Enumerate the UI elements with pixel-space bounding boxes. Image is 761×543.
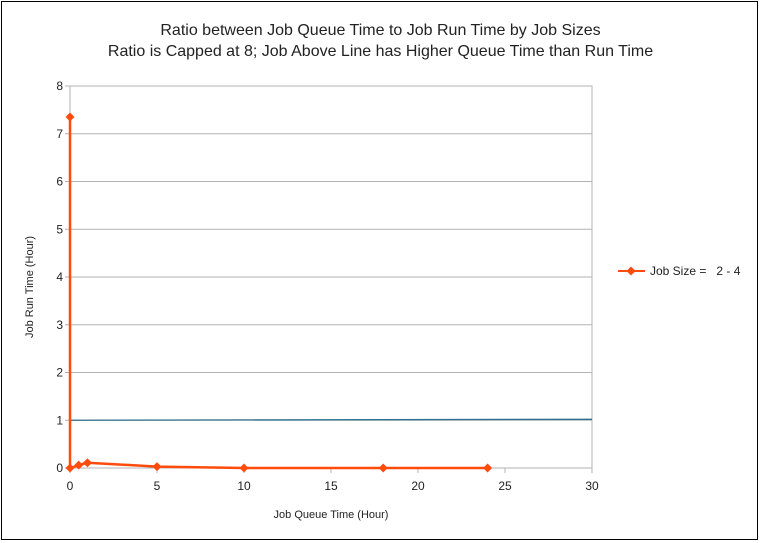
chart-title: Ratio between Job Queue Time to Job Run … bbox=[160, 22, 601, 39]
y-tick-label: 1 bbox=[56, 413, 63, 427]
chart-subtitle: Ratio is Capped at 8; Job Above Line has… bbox=[107, 43, 654, 60]
x-tick-label: 20 bbox=[411, 479, 425, 493]
y-axis-label: Job Run Time (Hour) bbox=[24, 236, 36, 338]
y-tick-label: 6 bbox=[56, 175, 63, 189]
data-point-marker bbox=[74, 460, 84, 470]
data-point-marker bbox=[239, 463, 249, 473]
x-tick-label: 25 bbox=[498, 479, 512, 493]
x-axis: 0 5 10 15 20 25 30 bbox=[67, 468, 599, 493]
data-point-marker bbox=[82, 458, 92, 468]
y-tick-label: 4 bbox=[56, 270, 63, 284]
series-line bbox=[68, 117, 488, 470]
x-tick-label: 15 bbox=[324, 479, 338, 493]
legend-marker bbox=[626, 266, 636, 276]
data-point-marker bbox=[483, 463, 493, 473]
y-tick-label: 5 bbox=[56, 222, 63, 236]
gridlines bbox=[70, 85, 592, 469]
data-point-marker bbox=[378, 463, 388, 473]
legend-entry-label: Job Size = 2 - 4 bbox=[650, 264, 741, 278]
data-point-marker bbox=[65, 463, 75, 473]
y-axis: 0 1 2 3 4 5 6 7 8 bbox=[56, 79, 70, 475]
data-point-marker bbox=[65, 112, 75, 122]
x-axis-label: Job Queue Time (Hour) bbox=[274, 509, 389, 521]
x-tick-label: 10 bbox=[237, 479, 251, 493]
y-tick-label: 8 bbox=[56, 79, 63, 93]
x-tick-label: 0 bbox=[67, 479, 74, 493]
reference-line bbox=[69, 418, 593, 421]
data-point-marker bbox=[152, 462, 162, 472]
x-tick-label: 30 bbox=[585, 479, 599, 493]
y-tick-label: 2 bbox=[56, 366, 63, 380]
x-tick-label: 5 bbox=[154, 479, 161, 493]
series-group bbox=[65, 112, 493, 473]
y-tick-label: 0 bbox=[56, 461, 63, 475]
legend: Job Size = 2 - 4 bbox=[618, 264, 741, 278]
y-tick-label: 7 bbox=[56, 127, 63, 141]
y-tick-label: 3 bbox=[56, 318, 63, 332]
